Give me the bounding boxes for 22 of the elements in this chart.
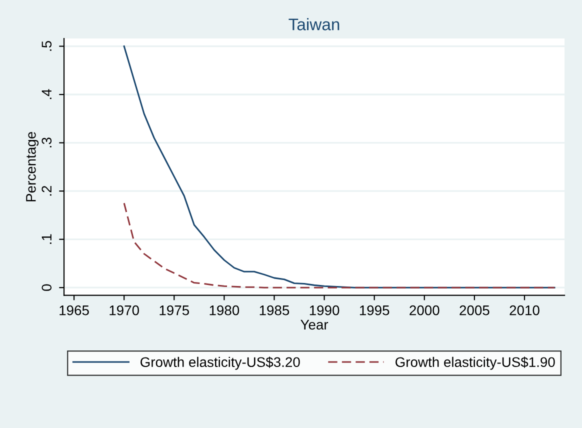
x-tick-label: 2010 [510, 305, 540, 316]
y-tick-label: .1 [42, 234, 52, 244]
x-tick-label: 1985 [260, 305, 290, 316]
line-series [123, 202, 556, 288]
x-tick-label: 2000 [410, 305, 440, 316]
x-tick-label: 1980 [210, 305, 240, 316]
x-tick-label: 1965 [60, 305, 89, 316]
y-tick-label: .4 [42, 89, 52, 100]
x-tick-label: 1975 [160, 305, 189, 316]
x-tick-label: 1995 [360, 305, 390, 316]
y-axis-title: Percentage [26, 132, 39, 202]
x-tick-label: 2005 [460, 305, 490, 316]
chart-title: Taiwan [288, 18, 340, 30]
y-tick-label: .2 [42, 186, 52, 196]
y-tick-label: 0 [42, 284, 52, 291]
legend-label: Growth elasticity-US$3.20 [140, 356, 300, 370]
x-tick-label: 1970 [110, 305, 139, 316]
legend-label: Growth elasticity-US$1.90 [396, 356, 555, 370]
x-tick-label: 1990 [310, 305, 340, 316]
y-tick-label: .5 [42, 41, 52, 51]
y-tick-label: .3 [42, 138, 52, 148]
x-axis-title: Year [300, 320, 328, 330]
